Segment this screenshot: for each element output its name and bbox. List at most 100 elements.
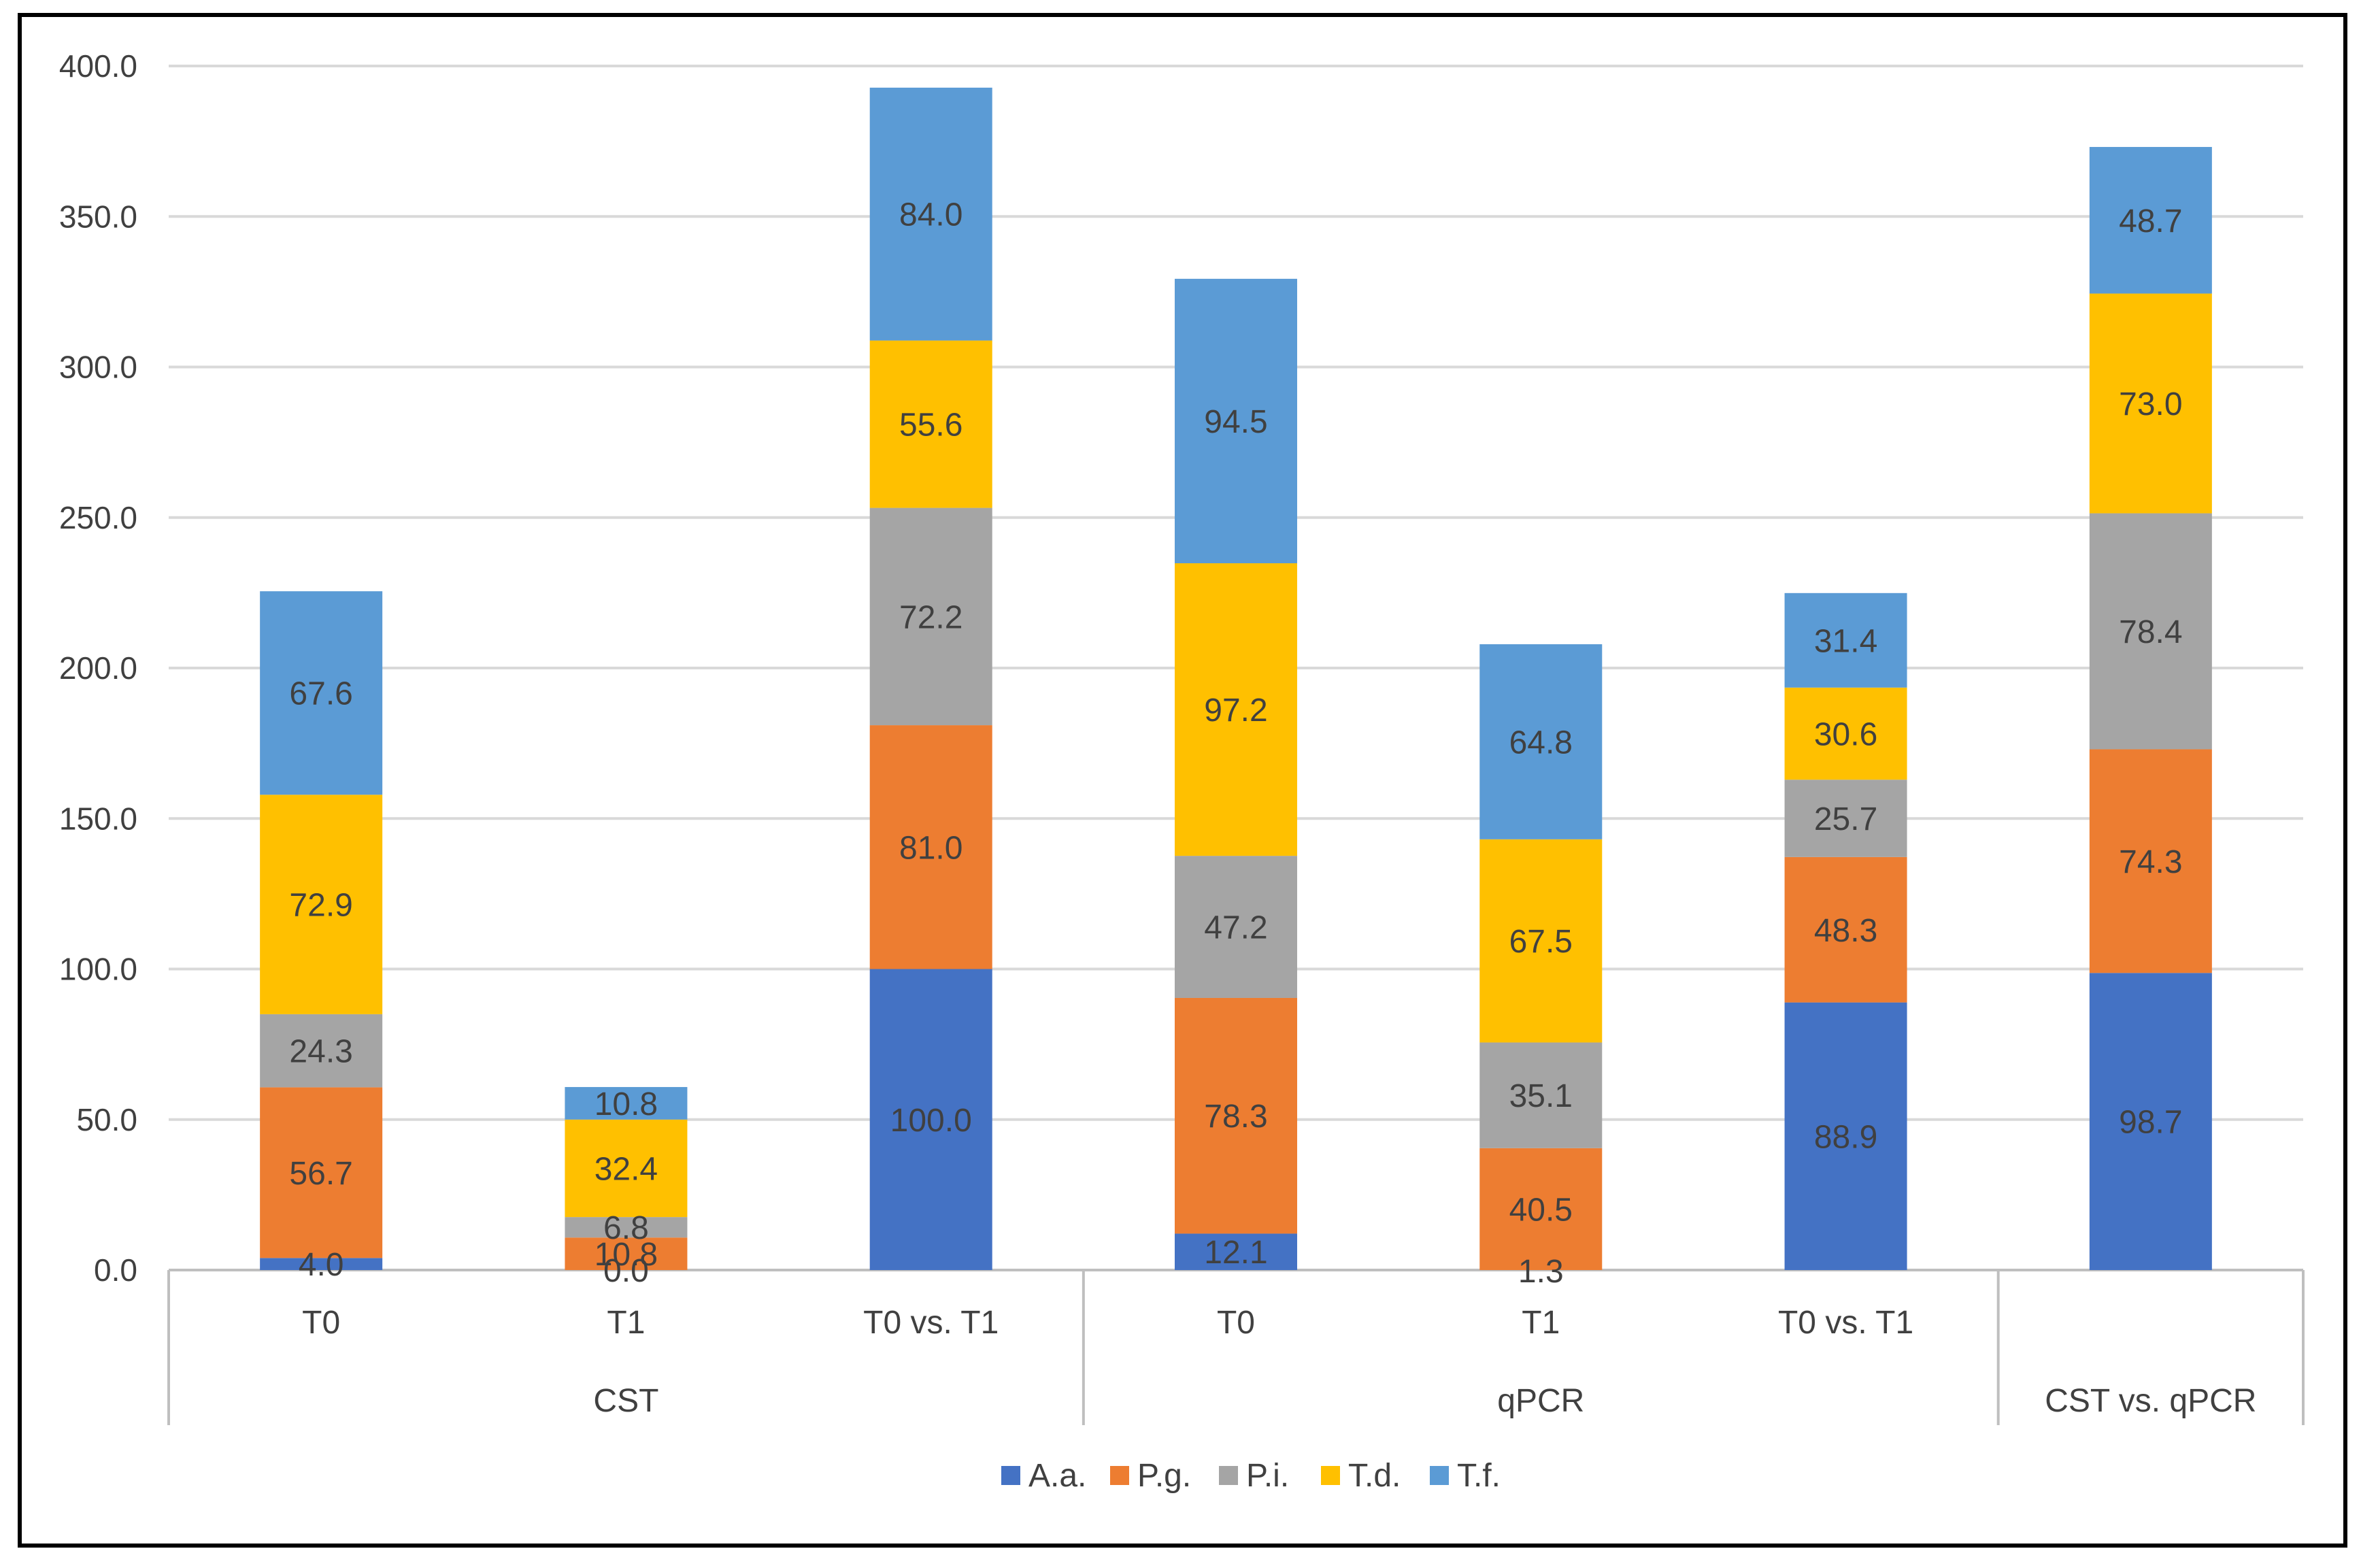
bar-segment-pg [565,1237,688,1270]
data-label: 31.4 [1814,623,1877,659]
x-group-label: qPCR [1497,1383,1584,1419]
chart-frame: 0.0 50.0 100.0 150.0 200.0 250.0 300.0 350.0 400… [18,13,2347,1548]
legend: A.a. P.g. P.i. T.d. T.f. [1001,1458,1501,1494]
bars [260,87,2212,1270]
legend-swatch-tf [1430,1466,1449,1485]
bar-segment-aa [260,1258,383,1270]
bar-segment-td [869,340,992,508]
y-tick-label: 300.0 [59,350,137,385]
data-label: 24.3 [289,1034,352,1070]
data-label: 40.5 [1509,1192,1573,1228]
bar-segment-aa [2089,973,2212,1270]
bar-segment-td [260,795,383,1014]
data-label: 94.5 [1204,404,1267,440]
data-label: 72.9 [289,888,352,924]
legend-label: T.d. [1348,1458,1401,1494]
bar-segment-pg [1175,997,1297,1234]
bar-segment-td [1175,563,1297,856]
data-label: 56.7 [289,1156,352,1192]
bar-segment-tf [1479,644,1603,839]
y-tick-label: 50.0 [76,1102,137,1137]
x-category-label: T0 [302,1305,340,1341]
data-label: 55.6 [899,407,962,444]
data-label: 4.0 [299,1247,344,1283]
y-tick-label: 0.0 [94,1252,137,1288]
y-tick-label: 400.0 [59,48,137,84]
data-label: 35.1 [1509,1078,1573,1114]
x-category-label: T0 vs. T1 [863,1305,999,1341]
bar-segment-pi [2089,513,2212,750]
y-tick-label: 100.0 [59,952,137,987]
data-label: 84.0 [899,197,962,233]
y-tick-label: 200.0 [59,650,137,686]
bar-segment-tf [1175,278,1297,564]
data-label: 78.3 [1204,1099,1267,1135]
bar-segment-pg [2089,749,2212,973]
stacked-bar-chart: 0.0 50.0 100.0 150.0 200.0 250.0 300.0 350.0 400… [59,48,2305,1494]
bar-segment-pg [1784,856,1907,1003]
data-label: 48.3 [1814,913,1877,949]
legend-label: T.f. [1457,1458,1501,1494]
bar-segment-tf [2089,147,2212,294]
data-label: 74.3 [2119,844,2182,880]
x-category-label: T0 vs. T1 [1778,1305,1913,1341]
x-category-label: T1 [1522,1305,1560,1341]
data-label: 25.7 [1814,801,1877,837]
x-group-label: CST [593,1383,658,1419]
x-category-label: T0 [1217,1305,1255,1341]
bar-segment-pi [1784,780,1907,857]
bar-segment-pi [1479,1042,1603,1148]
bar-segment-pi [1175,856,1297,998]
data-label: 10.8 [595,1237,658,1273]
data-label: 81.0 [899,830,962,866]
bar-segment-aa [1784,1002,1907,1270]
data-label: 78.4 [2119,614,2182,650]
data-label: 48.7 [2119,203,2182,239]
legend-swatch-pi [1219,1466,1238,1485]
y-tick-label: 250.0 [59,500,137,535]
data-label: 12.1 [1204,1235,1267,1271]
data-label: 98.7 [2119,1105,2182,1141]
x-category-label: T1 [607,1305,645,1341]
bar-segment-pi [869,507,992,726]
data-label: 72.2 [899,599,962,635]
data-label: 97.2 [1204,693,1267,729]
y-axis-tick-labels: 0.0 50.0 100.0 150.0 200.0 250.0 300.0 350.0 400… [59,48,137,1288]
bar-segment-td [1479,839,1603,1043]
data-label: 64.8 [1509,724,1573,761]
data-label: 10.8 [595,1086,658,1122]
x-axis: T0 T1 T0 vs. T1 T0 T1 T0 vs. T1 CST qPCR CST vs.… [167,1270,2305,1425]
data-label: 67.5 [1509,924,1573,960]
data-label: 88.9 [1814,1119,1877,1155]
bar-segment-pg [1479,1148,1603,1270]
legend-label: A.a. [1028,1458,1086,1494]
bar-segment-tf [260,591,383,795]
bar-segment-tf [1784,593,1907,688]
bar-segment-aa [1175,1233,1297,1270]
bar-segment-td [565,1119,688,1218]
data-label: 30.6 [1814,716,1877,752]
bar-segment-aa [869,969,992,1270]
bar-segment-pi [260,1014,383,1088]
legend-swatch-pg [1110,1466,1129,1485]
x-group-label: CST vs. qPCR [2045,1383,2256,1419]
bar-segment-pi [565,1217,688,1238]
data-label: 67.6 [289,676,352,712]
data-label: 6.8 [603,1210,649,1246]
bar-segment-td [1784,687,1907,780]
legend-swatch-td [1321,1466,1340,1485]
bar-segment-pg [869,725,992,969]
bar-segment-tf [869,87,992,341]
data-label: 73.0 [2119,386,2182,422]
data-label: 47.2 [1204,910,1267,946]
legend-label: P.g. [1137,1458,1191,1494]
legend-swatch-aa [1001,1466,1020,1485]
data-label: 0.0 [603,1253,649,1289]
data-label: 1.3 [1518,1254,1564,1290]
data-label: 32.4 [595,1151,658,1187]
data-label: 100.0 [890,1103,972,1139]
y-tick-label: 350.0 [59,199,137,234]
data-labels: 4.056.724.372.967.60.010.86.832.410.8 100… [289,197,2182,1290]
y-tick-label: 150.0 [59,801,137,836]
bar-segment-tf [565,1086,688,1120]
